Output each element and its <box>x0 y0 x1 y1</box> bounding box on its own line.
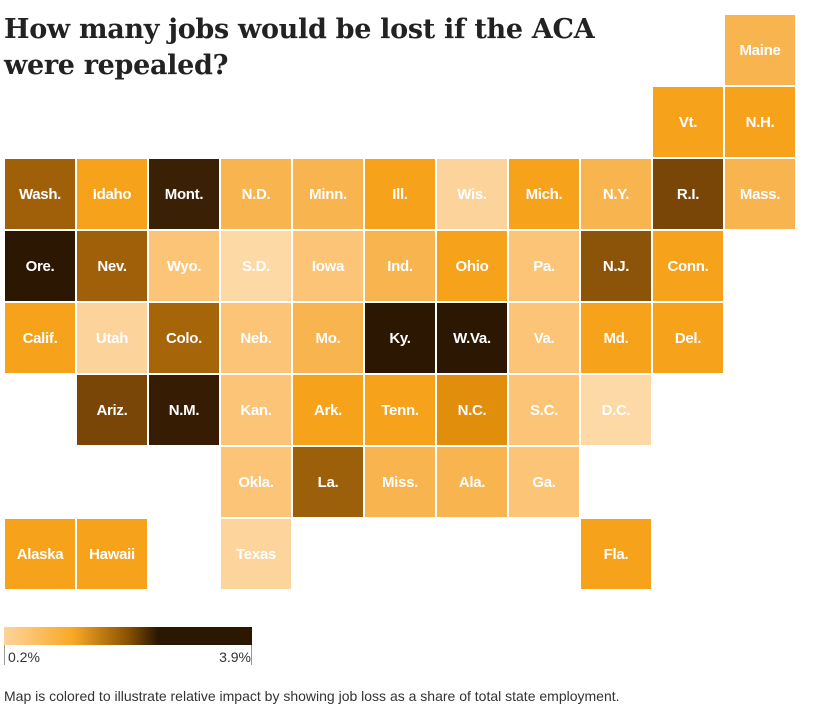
state-tile-del[interactable]: Del. <box>653 303 723 373</box>
state-tile-n-y[interactable]: N.Y. <box>581 159 651 229</box>
state-tile-r-i[interactable]: R.I. <box>653 159 723 229</box>
state-tile-ga[interactable]: Ga. <box>509 447 579 517</box>
state-tile-ky[interactable]: Ky. <box>365 303 435 373</box>
state-tile-n-d[interactable]: N.D. <box>221 159 291 229</box>
state-tile-n-h[interactable]: N.H. <box>725 87 795 157</box>
state-tile-tenn[interactable]: Tenn. <box>365 375 435 445</box>
state-tile-ala[interactable]: Ala. <box>437 447 507 517</box>
state-tile-maine[interactable]: Maine <box>725 15 795 85</box>
state-tile-alaska[interactable]: Alaska <box>5 519 75 589</box>
state-tile-w-va[interactable]: W.Va. <box>437 303 507 373</box>
legend-gradient-bar <box>4 627 252 645</box>
state-tile-wis[interactable]: Wis. <box>437 159 507 229</box>
state-tile-miss[interactable]: Miss. <box>365 447 435 517</box>
state-tile-minn[interactable]: Minn. <box>293 159 363 229</box>
state-tile-la[interactable]: La. <box>293 447 363 517</box>
state-tile-n-c[interactable]: N.C. <box>437 375 507 445</box>
state-tile-n-m[interactable]: N.M. <box>149 375 219 445</box>
map-footnote: Map is colored to illustrate relative im… <box>4 688 620 704</box>
state-tile-ark[interactable]: Ark. <box>293 375 363 445</box>
color-legend: 0.2% 3.9% <box>4 627 254 667</box>
state-tile-va[interactable]: Va. <box>509 303 579 373</box>
state-tile-okla[interactable]: Okla. <box>221 447 291 517</box>
state-tile-vt[interactable]: Vt. <box>653 87 723 157</box>
state-tile-s-d[interactable]: S.D. <box>221 231 291 301</box>
state-tile-wash[interactable]: Wash. <box>5 159 75 229</box>
state-tile-n-j[interactable]: N.J. <box>581 231 651 301</box>
state-tile-ill[interactable]: Ill. <box>365 159 435 229</box>
state-tile-pa[interactable]: Pa. <box>509 231 579 301</box>
legend-frame <box>4 645 252 665</box>
state-tile-hawaii[interactable]: Hawaii <box>77 519 147 589</box>
state-tile-mich[interactable]: Mich. <box>509 159 579 229</box>
tile-grid-map: Maine Vt. N.H. Wash. Idaho Mont. N.D. Minn. Ill.… <box>5 15 795 589</box>
state-tile-neb[interactable]: Neb. <box>221 303 291 373</box>
state-tile-mass[interactable]: Mass. <box>725 159 795 229</box>
state-tile-fla[interactable]: Fla. <box>581 519 651 589</box>
state-tile-ore[interactable]: Ore. <box>5 231 75 301</box>
map-title: How many jobs would be lost if the ACA w… <box>4 14 595 81</box>
state-tile-ariz[interactable]: Ariz. <box>77 375 147 445</box>
state-tile-ind[interactable]: Ind. <box>365 231 435 301</box>
state-tile-md[interactable]: Md. <box>581 303 651 373</box>
state-tile-kan[interactable]: Kan. <box>221 375 291 445</box>
state-tile-utah[interactable]: Utah <box>77 303 147 373</box>
state-tile-calif[interactable]: Calif. <box>5 303 75 373</box>
legend-min-label: 0.2% <box>8 649 40 665</box>
state-tile-colo[interactable]: Colo. <box>149 303 219 373</box>
state-tile-texas[interactable]: Texas <box>221 519 291 589</box>
state-tile-nev[interactable]: Nev. <box>77 231 147 301</box>
legend-max-label: 3.9% <box>219 649 251 665</box>
state-tile-ohio[interactable]: Ohio <box>437 231 507 301</box>
state-tile-d-c[interactable]: D.C. <box>581 375 651 445</box>
state-tile-mont[interactable]: Mont. <box>149 159 219 229</box>
state-tile-conn[interactable]: Conn. <box>653 231 723 301</box>
state-tile-mo[interactable]: Mo. <box>293 303 363 373</box>
state-tile-wyo[interactable]: Wyo. <box>149 231 219 301</box>
state-tile-s-c[interactable]: S.C. <box>509 375 579 445</box>
state-tile-iowa[interactable]: Iowa <box>293 231 363 301</box>
state-tile-idaho[interactable]: Idaho <box>77 159 147 229</box>
